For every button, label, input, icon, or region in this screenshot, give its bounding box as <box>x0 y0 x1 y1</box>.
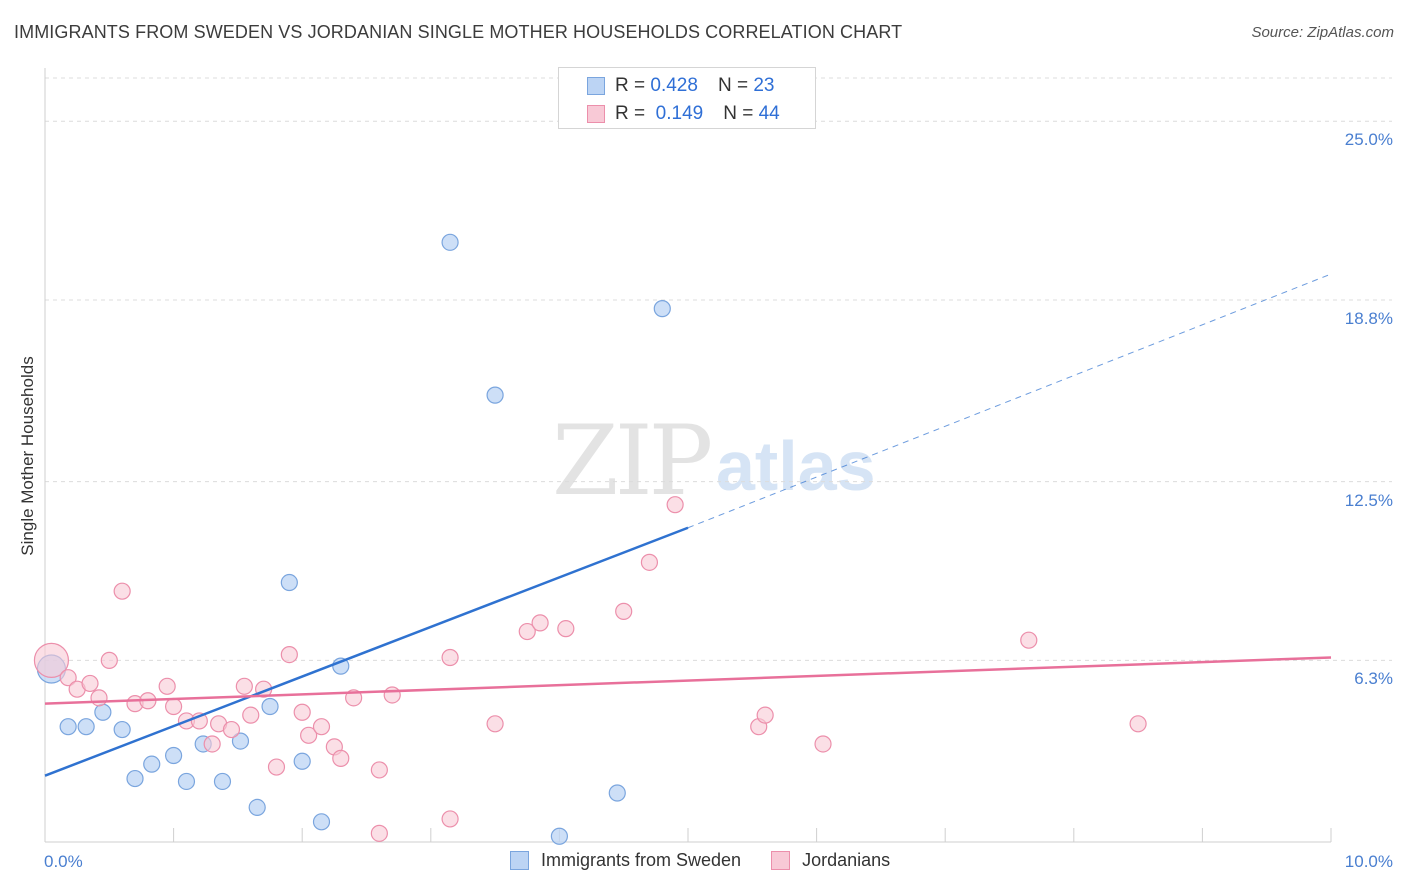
point-sweden-21 <box>608 784 626 802</box>
point-jordanians-38 <box>666 496 684 514</box>
r-value: 0.428 <box>650 75 698 96</box>
legend-label-sweden: Immigrants from Sweden <box>541 850 742 870</box>
legend-stats: R = 0.428 N = 23 R = 0.149 N = 44 <box>558 67 816 129</box>
point-sweden-4 <box>113 720 131 739</box>
point-sweden-16 <box>312 813 331 831</box>
y-tick-label-2: 18.8% <box>1344 308 1393 328</box>
point-sweden-6 <box>143 755 161 773</box>
point-jordanians-32 <box>486 715 504 733</box>
n-label: N = <box>717 75 749 96</box>
point-jordanians-25 <box>332 749 350 767</box>
point-jordanians-40 <box>756 706 774 724</box>
legend-stats-row-sweden: R = 0.428 N = 23 <box>587 73 774 99</box>
point-jordanians-30 <box>441 810 459 828</box>
y-tick-label-3: 25.0% <box>1344 130 1393 150</box>
legend-swatch-pink <box>587 105 605 123</box>
point-sweden-15 <box>293 752 311 770</box>
point-sweden-20 <box>550 827 569 845</box>
r-label: R = <box>615 75 646 96</box>
point-sweden-2 <box>77 718 95 736</box>
watermark-zip: ZIP <box>552 405 713 517</box>
point-jordanians-34 <box>531 614 549 632</box>
point-jordanians-22 <box>300 726 318 744</box>
point-jordanians-31 <box>441 648 459 667</box>
legend-swatch-blue <box>587 77 605 95</box>
point-jordanians-29 <box>383 686 401 704</box>
n-label: N = <box>723 103 754 124</box>
point-jordanians-42 <box>1020 631 1038 649</box>
point-sweden-8 <box>177 772 196 791</box>
source-label: Source: ZipAtlas.com <box>1251 24 1394 41</box>
legend-swatch-pink <box>771 851 791 870</box>
point-jordanians-0 <box>33 642 70 678</box>
point-sweden-11 <box>231 732 250 750</box>
r-label: R = <box>615 103 646 124</box>
point-sweden-3 <box>94 703 112 721</box>
point-jordanians-19 <box>267 758 286 776</box>
point-jordanians-21 <box>293 703 311 721</box>
point-jordanians-6 <box>113 582 131 600</box>
y-tick-label-0: 6.3% <box>1354 669 1393 689</box>
point-jordanians-33 <box>518 622 536 641</box>
point-jordanians-41 <box>814 735 832 753</box>
point-jordanians-16 <box>235 677 253 695</box>
point-sweden-13 <box>261 697 279 716</box>
legend-swatch-blue <box>510 851 529 870</box>
legend-item-sweden[interactable]: Immigrants from Sweden <box>510 850 741 871</box>
y-tick-label-1: 12.5% <box>1344 490 1393 510</box>
chart-title: IMMIGRANTS FROM SWEDEN VS JORDANIAN SING… <box>14 22 903 42</box>
point-jordanians-1 <box>59 669 77 687</box>
point-sweden-7 <box>165 746 183 765</box>
point-jordanians-43 <box>1129 715 1147 733</box>
point-jordanians-5 <box>100 651 118 669</box>
point-sweden-22 <box>653 300 671 318</box>
n-value: 44 <box>758 103 780 124</box>
point-jordanians-37 <box>640 553 659 571</box>
point-jordanians-15 <box>222 720 241 739</box>
point-sweden-5 <box>126 769 144 788</box>
point-jordanians-17 <box>242 706 260 724</box>
point-sweden-12 <box>248 798 266 817</box>
point-sweden-19 <box>486 386 504 404</box>
r-value: 0.149 <box>655 103 704 124</box>
legend-item-jordanians[interactable]: Jordanians <box>771 850 890 871</box>
point-jordanians-35 <box>557 620 575 638</box>
point-jordanians-23 <box>312 718 331 736</box>
point-sweden-18 <box>441 233 459 251</box>
trend-line-jordanians <box>44 656 1332 705</box>
legend-series: Immigrants from Sweden Jordanians <box>510 850 920 871</box>
point-jordanians-36 <box>615 602 633 620</box>
legend-stats-row-jordanians: R = 0.149 N = 44 <box>587 101 780 127</box>
trend-line-sweden-extension <box>687 273 1332 529</box>
point-sweden-10 <box>213 772 232 791</box>
x-tick-label-min: 0.0% <box>44 852 83 871</box>
point-jordanians-4 <box>90 689 108 707</box>
point-sweden-1 <box>59 718 77 736</box>
point-jordanians-13 <box>203 735 221 753</box>
point-jordanians-10 <box>165 697 183 716</box>
point-jordanians-27 <box>370 824 388 842</box>
x-tick-label-max: 10.0% <box>1344 852 1393 871</box>
point-jordanians-3 <box>81 674 99 693</box>
watermark-atlas: atlas <box>716 427 876 505</box>
n-value: 23 <box>753 75 775 96</box>
point-jordanians-9 <box>158 677 176 695</box>
trend-line-sweden <box>44 526 689 777</box>
legend-label-jordanians: Jordanians <box>802 850 891 870</box>
point-jordanians-20 <box>280 646 298 664</box>
point-jordanians-28 <box>370 761 388 779</box>
point-sweden-14 <box>280 573 298 592</box>
